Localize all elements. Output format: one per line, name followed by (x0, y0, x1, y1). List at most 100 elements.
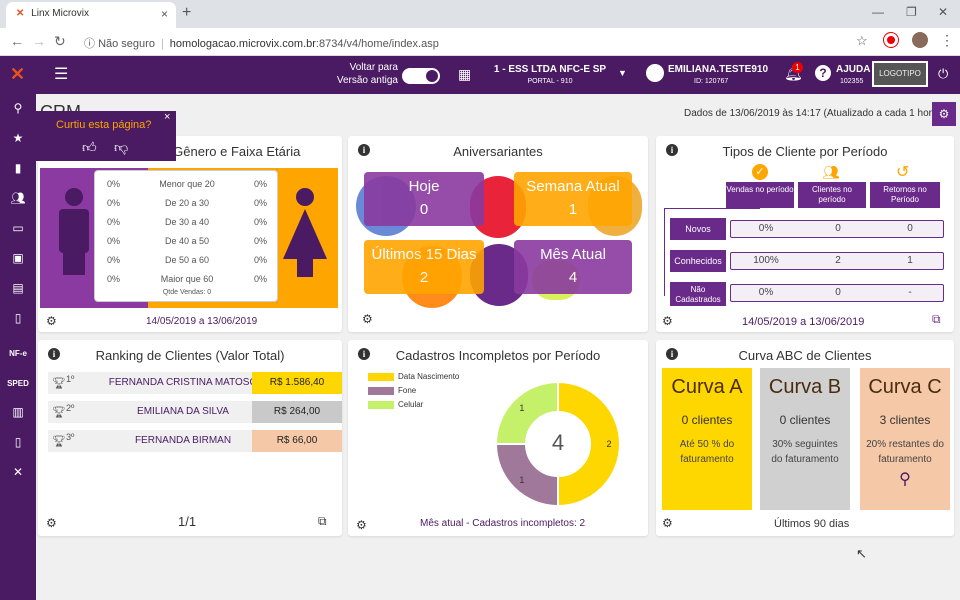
thumbs-up-icon[interactable]: 👍︎ (82, 139, 97, 155)
gear-icon[interactable]: ⚙ (362, 312, 373, 326)
profile-avatar[interactable] (912, 32, 928, 48)
male-percent: 0% (107, 198, 121, 208)
age-range-label: De 40 a 50 (164, 236, 210, 246)
donut-slice[interactable] (494, 443, 559, 508)
gear-icon[interactable]: ⚙ (662, 516, 673, 530)
client-name: EMILIANA DA SILVA (137, 406, 229, 417)
sidebar-star-icon[interactable]: ★ (12, 131, 24, 145)
external-link-icon[interactable]: ⧉ (318, 514, 327, 528)
gear-icon[interactable]: ⚙ (356, 518, 367, 532)
sidebar-file-icon[interactable]: ▯ (14, 435, 22, 449)
data-status: Dados de 13/06/2019 às 14:17 (Atualizado… (684, 108, 941, 119)
card-title: Ranking de Clientes (Valor Total) (95, 348, 285, 363)
donut-slice[interactable] (557, 380, 621, 508)
gear-icon[interactable]: ⚙ (46, 314, 57, 328)
slice-label: 1 (519, 403, 524, 413)
opera-icon[interactable] (884, 33, 898, 47)
col-sales: Vendas no período (726, 182, 794, 208)
info-icon[interactable]: i (358, 348, 370, 360)
browser-tab[interactable]: ✕ Linx Microvix × (6, 2, 176, 28)
current-week-stat[interactable]: Semana Atual 1 (514, 172, 632, 226)
back-icon[interactable]: ← (10, 33, 24, 49)
close-icon[interactable]: × (164, 111, 171, 123)
old-version-label: Voltar para Versão antiga (336, 62, 398, 86)
client-name: FERNANDA BIRMAN (134, 435, 232, 446)
minimize-icon[interactable]: — (872, 5, 884, 19)
logout-icon[interactable]: ⏻ (938, 66, 949, 81)
close-window-icon[interactable]: ✕ (938, 5, 949, 19)
chart-footer: Mês atual - Cadastros incompletos: 2 (420, 518, 586, 529)
gender-age-table: 0% Menor que 20 0% 0% De 20 a 30 0% 0% De 30 a … (94, 170, 278, 302)
help-link[interactable]: AJUDA 102355 (836, 64, 871, 85)
settings-gear-button[interactable]: ⚙ (932, 102, 956, 126)
age-range-row: 0% Maior que 60 0% (95, 270, 279, 289)
female-percent: 0% (253, 236, 267, 246)
legend-item: Celular (368, 400, 423, 409)
sidebar-building-icon[interactable]: ▮ (14, 161, 22, 175)
new-tab-button[interactable]: + (182, 4, 192, 21)
row-new: Novos (670, 218, 726, 240)
url-field[interactable]: ⓘ Não seguro | homologacao.microvix.com.br… (84, 38, 439, 50)
notification-badge: 1 (792, 62, 803, 73)
url-host: homologacao.microvix.com.br (169, 38, 316, 50)
sidebar-money-icon[interactable]: ▣ (12, 251, 24, 265)
info-icon[interactable]: i (666, 348, 678, 360)
current-month-stat[interactable]: Mês Atual 4 (514, 240, 632, 294)
return-icon: ↺ (896, 164, 910, 181)
bookmark-star-icon[interactable]: ☆ (856, 33, 868, 48)
male-percent: 0% (107, 274, 121, 284)
male-figure-icon (56, 188, 92, 278)
gear-icon[interactable]: ⚙ (662, 314, 673, 328)
old-version-toggle[interactable] (402, 68, 440, 84)
client-name: FERNANDA CRISTINA MATOSO (108, 377, 258, 388)
sidebar-users-icon[interactable]: 👥︎ (10, 191, 26, 205)
sidebar-tools-icon[interactable]: ✕ (12, 465, 24, 479)
col-clients: Clientes no período (798, 182, 866, 208)
age-range-row: 0% Menor que 20 0% (95, 175, 279, 194)
male-percent: 0% (107, 255, 121, 265)
sidebar-clipboard-icon[interactable]: ▥ (12, 405, 24, 419)
check-icon: ✓ (752, 164, 768, 180)
sidebar-document-icon[interactable]: ▯ (14, 311, 22, 325)
card-title: Cadastros Incompletos por Período (395, 348, 601, 363)
last-15-days-stat[interactable]: Últimos 15 Dias 2 (364, 240, 484, 294)
info-icon[interactable]: i (358, 144, 370, 156)
linx-favicon-icon: ✕ (16, 8, 25, 19)
company-dropdown-icon[interactable]: ▼ (618, 68, 627, 78)
male-percent: 0% (107, 179, 121, 189)
sidebar-nfe-item[interactable]: NF-e (9, 349, 27, 358)
hamburger-icon[interactable]: ☰ (54, 66, 69, 83)
user-icon (646, 64, 664, 82)
sidebar-search-icon[interactable]: ⚲ (13, 101, 23, 115)
forward-icon[interactable]: → (32, 33, 46, 49)
info-icon[interactable]: i (666, 144, 678, 156)
help-icon[interactable]: ? (815, 65, 831, 81)
ranking-row[interactable]: 🏆︎2º EMILIANA DA SILVA R$ 264,00 (48, 401, 342, 423)
thumbs-down-icon[interactable]: 👎︎ (114, 139, 129, 155)
donut-slice[interactable] (494, 380, 559, 445)
magnifier-icon[interactable]: ⚲ (899, 471, 911, 488)
today-stat[interactable]: Hoje 0 (364, 172, 484, 226)
ranking-row[interactable]: 🏆︎1º FERNANDA CRISTINA MATOSO R$ 1.586,40 (48, 372, 342, 394)
user-menu[interactable]: EMILIANA.TESTE910 ID: 120767 (668, 64, 769, 85)
reload-icon[interactable]: ↻ (54, 33, 66, 49)
menu-kebab-icon[interactable]: ⋮ (940, 32, 954, 48)
restore-icon[interactable]: ❐ (906, 5, 917, 19)
sidebar-computer-icon[interactable]: ▭ (12, 221, 24, 235)
rank-position: 2º (65, 403, 75, 413)
female-percent: 0% (253, 198, 267, 208)
close-tab-icon[interactable]: × (160, 7, 168, 21)
info-icon[interactable]: i (48, 348, 60, 360)
gear-icon[interactable]: ⚙ (46, 516, 57, 530)
external-link-icon[interactable]: ⧉ (932, 312, 941, 326)
feedback-popup: Curtiu esta página? × 👍︎ 👎︎ (36, 111, 176, 161)
period-label: 14/05/2019 a 13/06/2019 (742, 316, 865, 328)
company-selector[interactable]: 1 - ESS LTDA NFC-E SP PORTAL - 910 (493, 64, 607, 85)
male-percent: 0% (107, 217, 121, 227)
sidebar-sped-item[interactable]: SPED (7, 379, 29, 388)
sidebar-box-icon[interactable]: ▤ (12, 281, 24, 295)
ranking-row[interactable]: 🏆︎3º FERNANDA BIRMAN R$ 66,00 (48, 430, 342, 452)
